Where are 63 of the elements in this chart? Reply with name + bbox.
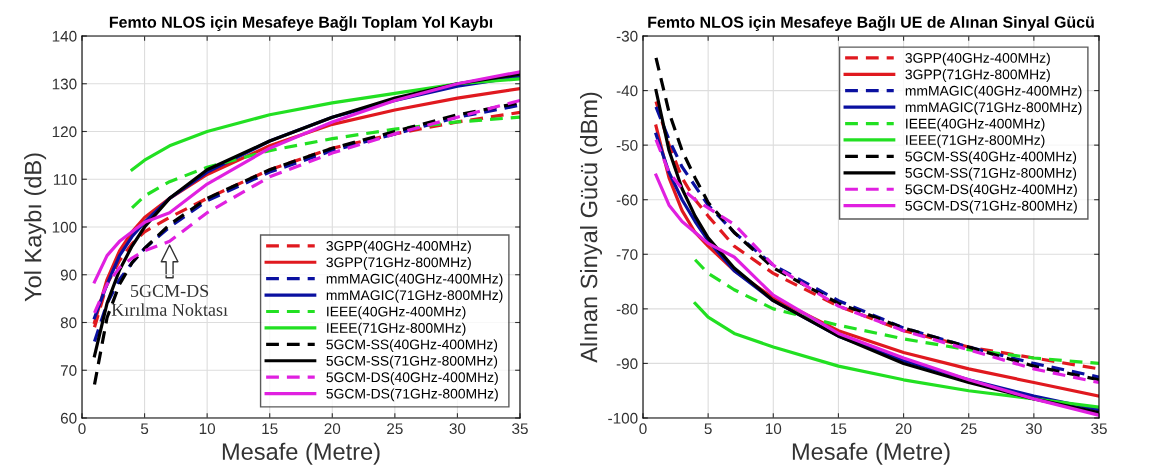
x-tick-label: 25 (387, 423, 403, 435)
y-tick-label: -100 (608, 412, 638, 424)
legend-label: mmMAGIC(71GHz-800MHz) (905, 101, 1082, 115)
x-tick-label: 25 (960, 423, 977, 435)
line-series (130, 115, 520, 210)
legend-label: IEEE(40GHz-400MHz) (327, 306, 466, 320)
line-series (693, 258, 1099, 366)
legend-label: 3GPP(71GHz-800MHz) (905, 69, 1050, 83)
y-tick-label: 140 (52, 30, 77, 42)
chart-title: Femto NLOS için Mesafeye Bağlı Toplam Yol Kaybı (109, 15, 493, 32)
y-tick-label: 110 (53, 174, 77, 185)
legend-label: IEEE(71GHz-800MHz) (327, 322, 466, 336)
legend-label: 3GPP(71GHz-800MHz) (326, 257, 471, 270)
y-tick-label: -90 (616, 358, 638, 370)
y-tick-label: 90 (60, 269, 77, 281)
x-tick-label: 5 (704, 423, 712, 435)
x-tick-label: 15 (262, 423, 278, 435)
legend-label: mmMAGIC(40GHz-400MHz) (326, 273, 503, 287)
legend-label: mmMAGIC(40GHz-400MHz) (905, 85, 1082, 99)
x-axis-title: Mesafe (Metre) (792, 442, 950, 465)
y-tick-label: 70 (60, 365, 77, 376)
x-tick-label: 35 (512, 423, 528, 435)
x-tick-label: 5 (140, 423, 149, 435)
legend-label: mmMAGIC(71GHz-800MHz) (326, 289, 503, 303)
x-tick-label: 30 (449, 423, 466, 435)
y-tick-label: 60 (60, 412, 77, 424)
legend-label: 5GCM-SS(71GHz-800MHz) (326, 355, 498, 369)
legend-label: 5GCM-DS(40GHz-400MHz) (326, 371, 498, 385)
x-tick-label: 15 (831, 423, 847, 435)
legend-label: 5GCM-DS(71GHz-800MHz) (905, 200, 1077, 214)
x-axis-title: Mesafe (Metre) (222, 442, 380, 465)
y-tick-label: -30 (616, 30, 638, 42)
x-tick-label: 30 (1025, 423, 1042, 435)
y-tick-label: -70 (616, 249, 638, 260)
x-tick-label: 0 (78, 423, 86, 435)
legend-label: 3GPP(40GHz-400MHz) (905, 52, 1050, 66)
y-tick-label: -80 (616, 303, 638, 315)
legend-label: 5GCM-SS(40GHz-400MHz) (326, 339, 498, 353)
legend-label: 5GCM-SS(71GHz-800MHz) (905, 167, 1077, 181)
legend-label: IEEE(40GHz-400MHz) (906, 118, 1045, 132)
x-tick-label: 10 (199, 423, 216, 435)
chart-title: Femto NLOS için Mesafeye Bağlı UE de Alınan Sinyal Gücü (648, 15, 1094, 32)
x-tick-label: 10 (765, 423, 782, 435)
y-tick-label: -40 (616, 85, 638, 97)
legend-label: 5GCM-DS(40GHz-400MHz) (905, 184, 1077, 197)
x-tick-label: 0 (639, 423, 647, 435)
x-tick-label: 20 (324, 423, 341, 435)
legend-label: 3GPP(40GHz-400MHz) (326, 240, 471, 254)
y-tick-label: 80 (60, 317, 77, 329)
legend-label: 5GCM-SS(40GHz-400MHz) (905, 151, 1077, 165)
y-axis-title: Yol Kaybı (dB) (24, 153, 47, 302)
y-tick-label: 120 (52, 126, 77, 138)
y-tick-label: -50 (616, 140, 638, 151)
line-series (693, 301, 1099, 409)
y-tick-label: -60 (616, 194, 638, 206)
legend-label: IEEE(71GHz-800MHz) (906, 134, 1045, 148)
x-tick-label: 35 (1091, 423, 1107, 435)
annotation: 5GCM-DS Kırılma Noktası (111, 284, 228, 316)
legend-label: 5GCM-DS(71GHz-800MHz) (326, 388, 498, 402)
x-tick-label: 20 (895, 423, 912, 435)
y-axis-title: Alınan Sinyal Gücü (dBm) (580, 92, 603, 363)
y-tick-label: 130 (52, 78, 77, 90)
y-tick-label: 100 (52, 221, 77, 233)
